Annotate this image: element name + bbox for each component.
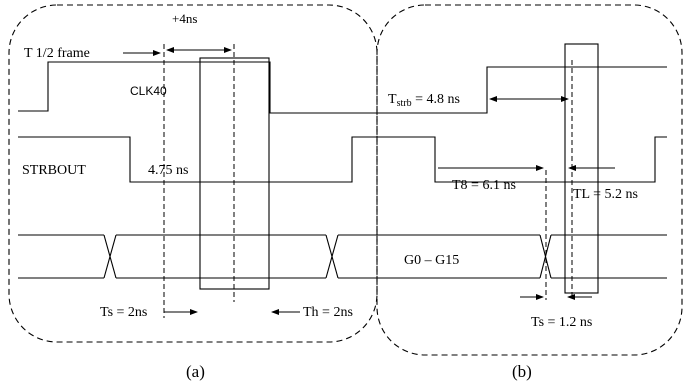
tstrb-main: T — [388, 92, 397, 107]
clk40-waveform — [18, 61, 667, 114]
tstrb-sub: strb — [397, 98, 412, 109]
delay-label: 4.75 ns — [148, 163, 188, 178]
caption-a: (a) — [186, 362, 205, 381]
th-a-label: Th = 2ns — [303, 305, 353, 320]
caption-b: (b) — [512, 362, 532, 381]
t8-label: T8 = 6.1 ns — [452, 178, 516, 193]
panel-b-outline — [376, 4, 683, 356]
tstrb-value: = 4.8 ns — [412, 92, 460, 107]
half-frame-label: T 1/2 frame — [24, 46, 90, 61]
panel-a-outline — [8, 4, 378, 343]
g-bus-label: G0 – G15 — [404, 253, 459, 268]
ts-a-label: Ts = 2ns — [100, 305, 147, 320]
tstrb-label: Tstrb = 4.8 ns — [388, 92, 460, 109]
strbout-label: STRBOUT — [22, 163, 86, 178]
clk40-label: CLK40 — [130, 84, 167, 98]
strbout-waveform — [18, 136, 667, 183]
data-bus-waveform — [18, 234, 667, 279]
plus4-label: +4ns — [172, 11, 197, 26]
ts-b-label: Ts = 1.2 ns — [531, 315, 592, 330]
tl-label: TL = 5.2 ns — [573, 187, 638, 202]
